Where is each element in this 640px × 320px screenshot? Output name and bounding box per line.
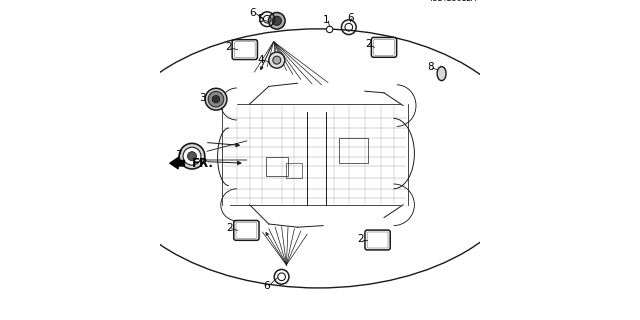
Circle shape	[208, 92, 224, 107]
Text: 3: 3	[199, 92, 206, 103]
Text: 2: 2	[358, 234, 364, 244]
Circle shape	[188, 152, 196, 161]
Circle shape	[183, 147, 201, 165]
Text: 5: 5	[257, 14, 264, 24]
Text: T3L4B3612A: T3L4B3612A	[429, 0, 477, 3]
Text: FR.: FR.	[192, 157, 214, 170]
Circle shape	[212, 95, 220, 103]
Text: 2: 2	[225, 42, 232, 52]
Circle shape	[269, 52, 285, 68]
Text: 2: 2	[365, 39, 372, 49]
Circle shape	[272, 16, 282, 25]
Bar	[339, 138, 368, 163]
Text: 6: 6	[263, 281, 269, 292]
Circle shape	[326, 26, 333, 33]
Circle shape	[179, 143, 205, 169]
Text: 2: 2	[227, 223, 233, 233]
Bar	[287, 163, 302, 178]
Text: 7: 7	[175, 149, 182, 160]
Circle shape	[205, 88, 227, 110]
Circle shape	[273, 56, 281, 64]
Circle shape	[269, 12, 285, 29]
Text: 1: 1	[323, 15, 330, 25]
FancyArrowPatch shape	[170, 158, 184, 169]
Text: 8: 8	[428, 62, 434, 72]
Text: 4: 4	[258, 55, 264, 65]
Ellipse shape	[437, 67, 446, 81]
Text: 6: 6	[250, 8, 256, 18]
Bar	[266, 157, 288, 176]
Text: 6: 6	[347, 12, 354, 23]
